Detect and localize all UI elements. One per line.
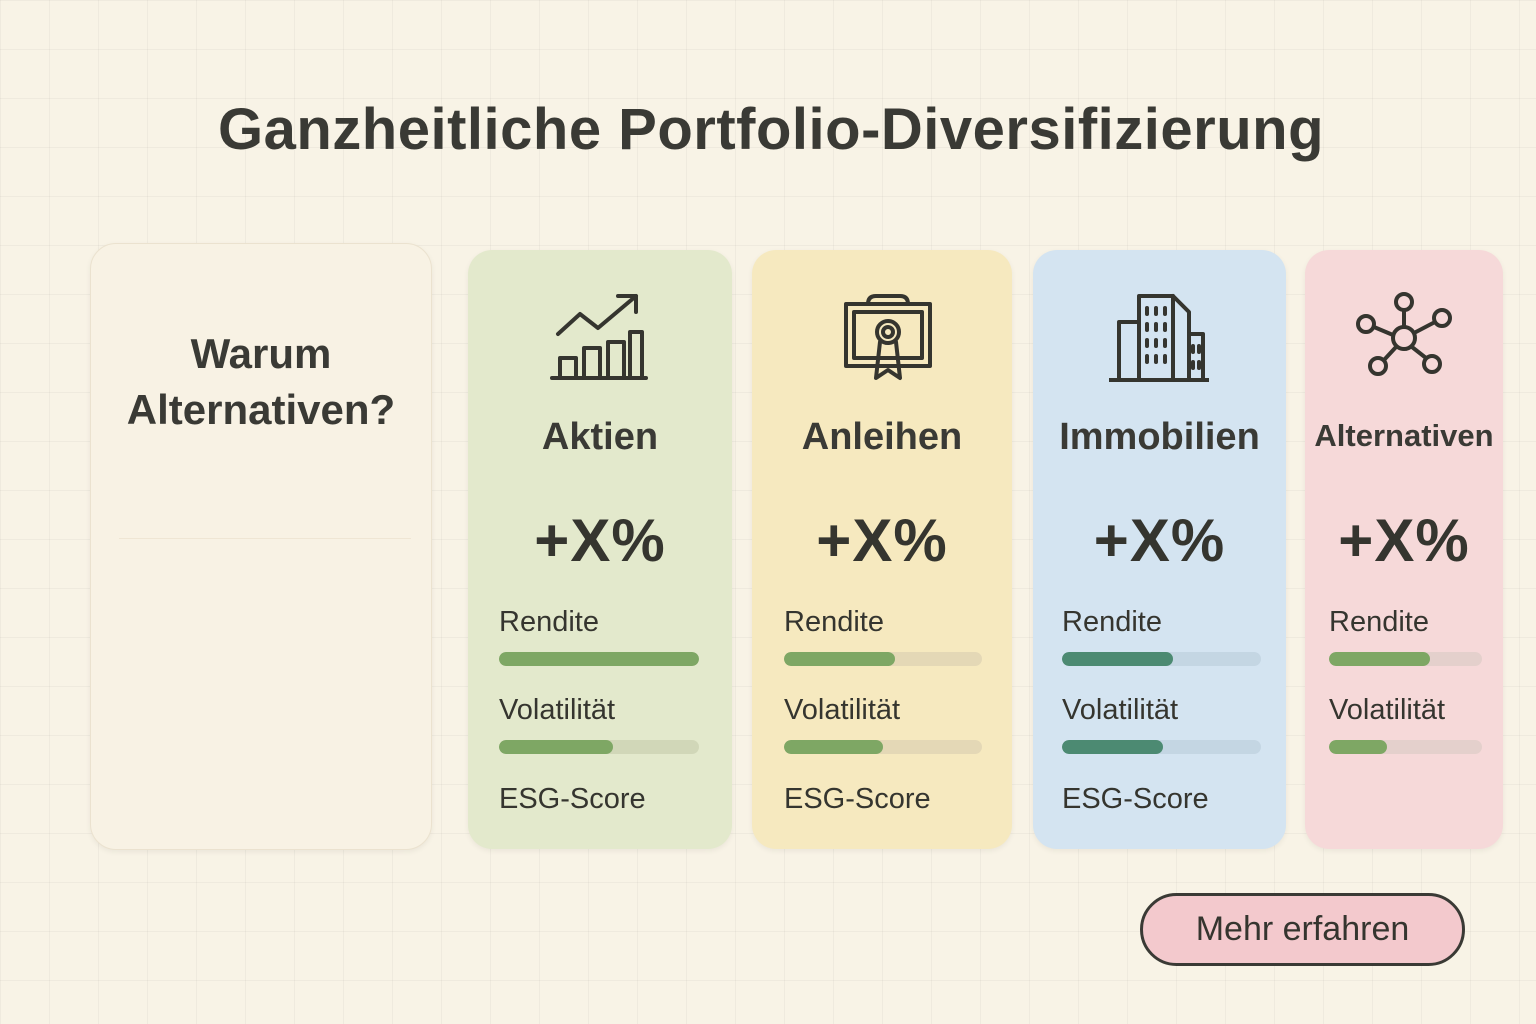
volatility-bar-fill <box>499 740 613 754</box>
metric-label-esg: ESG-Score <box>784 783 931 815</box>
return-value: +X% <box>534 507 666 574</box>
rendite-bar-fill <box>1329 652 1430 666</box>
metric-label-rendite: Rendite <box>499 606 599 638</box>
asset-card-immobilien[interactable]: Immobilien +X% Rendite Volatilität ESG-S… <box>1033 250 1286 849</box>
rendite-bar-fill <box>499 652 699 666</box>
metric-label-volatilitaet: Volatilität <box>784 694 901 726</box>
volatility-bar-fill <box>1062 740 1164 754</box>
building-icon <box>1109 292 1209 388</box>
metric-label-rendite: Rendite <box>784 606 884 638</box>
return-value: +X% <box>1093 507 1226 574</box>
card-title: Immobilien <box>1059 416 1260 458</box>
metric-label-esg: ESG-Score <box>1062 783 1209 815</box>
asset-card-aktien[interactable]: Aktien +X% Rendite Volatilität ESG-Score <box>468 250 732 849</box>
intro-title-line1: Warum <box>190 330 332 377</box>
mehr-erfahren-button[interactable]: Mehr erfahren <box>1140 893 1465 966</box>
network-icon <box>1354 292 1454 388</box>
rendite-bar-fill <box>1062 652 1174 666</box>
volatility-bar-track <box>784 740 982 754</box>
rendite-bar-track <box>499 652 699 666</box>
metric-label-rendite: Rendite <box>1062 606 1162 638</box>
intro-divider <box>119 538 411 539</box>
volatility-bar-track <box>1062 740 1261 754</box>
certificate-icon <box>838 292 938 388</box>
volatility-bar-track <box>499 740 699 754</box>
volatility-bar-track <box>1329 740 1482 754</box>
rendite-bar-fill <box>784 652 895 666</box>
growth-chart-icon <box>550 292 650 388</box>
card-title: Alternativen <box>1314 418 1494 453</box>
metric-label-rendite: Rendite <box>1329 606 1429 638</box>
intro-title-line2: Alternativen? <box>126 386 396 433</box>
return-value: +X% <box>816 507 948 574</box>
volatility-bar-fill <box>1329 740 1388 754</box>
rendite-bar-track <box>784 652 982 666</box>
rendite-bar-track <box>1062 652 1261 666</box>
intro-title: Warum Alternativen? <box>91 326 431 438</box>
metric-label-volatilitaet: Volatilität <box>499 694 616 726</box>
return-value: +X% <box>1338 507 1470 574</box>
card-title: Anleihen <box>801 416 963 458</box>
card-title: Aktien <box>541 416 659 458</box>
volatility-bar-fill <box>784 740 883 754</box>
asset-card-anleihen[interactable]: Anleihen +X% Rendite Volatilität ESG-Sco… <box>752 250 1012 849</box>
page-title: Ganzheitliche Portfolio-Diversifizierung <box>217 97 1325 162</box>
metric-label-volatilitaet: Volatilität <box>1329 694 1446 726</box>
rendite-bar-track <box>1329 652 1482 666</box>
metric-label-volatilitaet: Volatilität <box>1062 694 1179 726</box>
metric-label-esg: ESG-Score <box>499 783 646 815</box>
intro-card: Warum Alternativen? <box>90 243 432 850</box>
asset-card-alternativen[interactable]: Alternativen +X% Rendite Volatilität <box>1305 250 1503 849</box>
